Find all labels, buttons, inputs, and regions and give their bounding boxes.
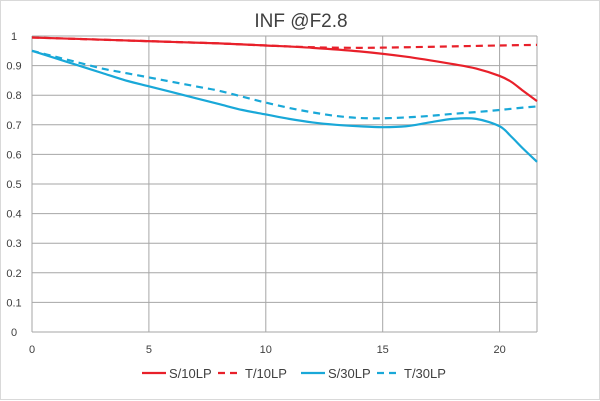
x-tick-label: 10 <box>260 344 272 356</box>
x-tick-label: 5 <box>146 344 152 356</box>
y-tick-label: 1 <box>11 31 17 43</box>
y-tick-label: 0.9 <box>6 61 21 73</box>
y-tick-label: 0.7 <box>6 120 21 132</box>
legend-label-s-30lp: S/30LP <box>328 366 371 381</box>
y-tick-label: 0.1 <box>6 297 21 309</box>
x-tick-label: 15 <box>377 344 389 356</box>
x-tick-label: 20 <box>493 344 505 356</box>
axis-layer: 00.10.20.30.40.50.60.70.80.910 5 10 15 20 <box>6 31 505 356</box>
y-tick-label: 0 <box>11 327 17 339</box>
y-tick-label: 0.6 <box>6 149 21 161</box>
legend: S/10LP T/10LP S/30LP T/30LP <box>142 366 446 381</box>
legend-label-t-30lp: T/30LP <box>404 366 446 381</box>
x-tick-label: 0 <box>29 344 35 356</box>
y-tick-label: 0.4 <box>6 209 21 221</box>
legend-label-s-10lp: S/10LP <box>169 366 212 381</box>
series-layer <box>31 36 538 163</box>
series-line-s-30lp <box>31 49 538 163</box>
chart-title: INF @F2.8 <box>254 11 347 32</box>
series-line-t-30lp <box>31 49 538 120</box>
y-tick-label: 0.3 <box>6 238 21 250</box>
y-tick-label: 0.2 <box>6 268 21 280</box>
y-tick-label: 0.8 <box>6 90 21 102</box>
series-line-t-10lp <box>31 36 538 49</box>
legend-label-t-10lp: T/10LP <box>245 366 287 381</box>
grid-layer <box>31 35 538 333</box>
y-tick-label: 0.5 <box>6 179 21 191</box>
series-line-s-10lp <box>31 36 538 103</box>
